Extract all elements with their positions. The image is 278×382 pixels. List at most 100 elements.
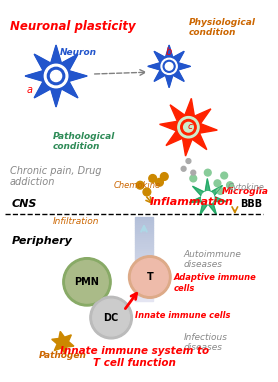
Bar xyxy=(135,242,153,244)
Circle shape xyxy=(131,259,168,295)
Bar xyxy=(135,234,153,236)
Circle shape xyxy=(90,296,132,339)
Circle shape xyxy=(221,172,228,179)
Circle shape xyxy=(190,175,197,182)
Bar xyxy=(135,284,153,286)
Circle shape xyxy=(128,256,171,298)
Circle shape xyxy=(202,192,214,204)
Text: Chemokine: Chemokine xyxy=(114,181,161,190)
Bar xyxy=(135,272,153,274)
Bar xyxy=(135,297,153,299)
Circle shape xyxy=(181,120,196,135)
Text: Neuronal plasticity: Neuronal plasticity xyxy=(10,20,135,33)
Bar xyxy=(135,263,153,265)
Polygon shape xyxy=(52,332,74,354)
Bar xyxy=(135,259,153,261)
Text: Inflammation: Inflammation xyxy=(150,197,234,207)
Bar xyxy=(135,238,153,240)
Text: Pathological
condition: Pathological condition xyxy=(53,132,116,151)
Bar xyxy=(135,228,153,230)
Bar xyxy=(135,255,153,257)
Bar xyxy=(135,232,153,234)
Bar xyxy=(135,278,153,280)
Bar xyxy=(135,265,153,267)
Text: Pathogen: Pathogen xyxy=(39,351,87,360)
Circle shape xyxy=(181,166,186,171)
Text: Microglia: Microglia xyxy=(222,188,269,196)
Circle shape xyxy=(191,170,196,175)
Bar xyxy=(135,236,153,238)
Circle shape xyxy=(47,67,65,85)
Bar xyxy=(135,293,153,295)
Text: b: b xyxy=(166,47,172,57)
Text: Periphery: Periphery xyxy=(12,236,73,246)
Text: c: c xyxy=(188,122,193,131)
Circle shape xyxy=(51,70,62,82)
Circle shape xyxy=(214,180,221,187)
Text: Adaptive immune
cells: Adaptive immune cells xyxy=(174,273,257,293)
Bar xyxy=(135,246,153,249)
Text: CNS: CNS xyxy=(12,199,37,209)
Bar xyxy=(135,274,153,276)
Text: Neuron: Neuron xyxy=(60,48,97,57)
Circle shape xyxy=(163,60,175,72)
Bar xyxy=(135,221,153,223)
Circle shape xyxy=(204,169,211,176)
Circle shape xyxy=(178,117,199,138)
Bar xyxy=(135,291,153,293)
Bar xyxy=(135,267,153,270)
Bar xyxy=(135,249,153,251)
Bar xyxy=(135,299,153,301)
Polygon shape xyxy=(148,45,190,87)
Text: T: T xyxy=(147,272,153,282)
Bar xyxy=(135,257,153,259)
Bar xyxy=(135,280,153,282)
Polygon shape xyxy=(189,179,227,215)
Text: Innate immune system to
T cell function: Innate immune system to T cell function xyxy=(60,346,209,368)
Bar xyxy=(135,223,153,225)
Circle shape xyxy=(161,58,177,74)
Text: Infiltration: Infiltration xyxy=(53,217,100,226)
Polygon shape xyxy=(25,45,87,107)
Circle shape xyxy=(149,175,157,182)
Text: Autoimmune
diseases: Autoimmune diseases xyxy=(183,250,242,269)
Bar xyxy=(135,286,153,288)
Bar xyxy=(135,219,153,221)
Text: BBB: BBB xyxy=(240,199,262,209)
Circle shape xyxy=(156,178,163,186)
Text: Innate immune cells: Innate immune cells xyxy=(135,311,231,320)
Bar xyxy=(135,244,153,246)
Circle shape xyxy=(160,173,168,180)
Bar xyxy=(135,230,153,232)
Bar xyxy=(135,276,153,278)
Bar xyxy=(135,282,153,284)
Circle shape xyxy=(136,181,144,189)
Bar xyxy=(135,225,153,228)
Circle shape xyxy=(44,64,68,88)
Circle shape xyxy=(93,299,130,336)
Bar xyxy=(135,217,153,219)
Text: Physiological
condition: Physiological condition xyxy=(188,18,255,37)
Circle shape xyxy=(66,261,108,303)
Circle shape xyxy=(143,188,151,196)
Bar xyxy=(135,295,153,297)
Text: a: a xyxy=(27,86,33,96)
Text: DC: DC xyxy=(103,312,119,322)
Circle shape xyxy=(165,63,173,70)
Bar xyxy=(135,270,153,272)
Bar xyxy=(135,253,153,255)
Text: Chronic pain, Drug
addiction: Chronic pain, Drug addiction xyxy=(10,166,101,188)
Text: Cytokine: Cytokine xyxy=(228,183,265,192)
Circle shape xyxy=(183,122,193,132)
Circle shape xyxy=(227,182,234,189)
Bar xyxy=(135,288,153,291)
Bar xyxy=(135,251,153,253)
Bar xyxy=(135,240,153,242)
Circle shape xyxy=(186,159,191,163)
Text: PMN: PMN xyxy=(75,277,100,287)
Polygon shape xyxy=(160,99,217,156)
Bar xyxy=(135,261,153,263)
Text: Infectious
diseases: Infectious diseases xyxy=(183,333,228,353)
Circle shape xyxy=(217,188,224,194)
Circle shape xyxy=(63,258,111,306)
